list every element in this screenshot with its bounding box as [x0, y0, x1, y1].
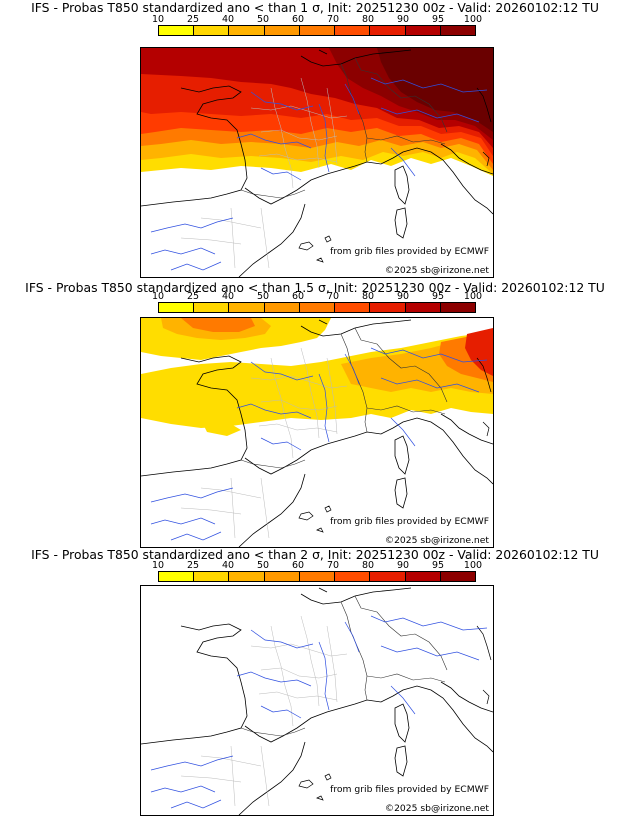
colorbar-label: 10 — [151, 560, 165, 571]
map-graphic — [141, 587, 493, 815]
data-source-credit: from grib files provided by ECMWF — [330, 784, 489, 795]
colorbar-label: 25 — [186, 14, 200, 25]
colorbar-segment — [370, 26, 406, 35]
colorbar-label: 100 — [463, 291, 483, 302]
colorbar-label: 80 — [361, 14, 375, 25]
colorbar-label: 40 — [221, 291, 235, 302]
colorbar-segment — [229, 572, 265, 581]
map-panel-1: IFS - Probas T850 standardized ano < tha… — [0, 0, 630, 278]
colorbar-label: 50 — [256, 560, 270, 571]
colorbar-segment — [335, 26, 371, 35]
colorbar-segment — [440, 303, 475, 312]
map-graphic — [141, 318, 493, 547]
colorbar-label: 95 — [431, 14, 445, 25]
colorbar-segment — [370, 572, 406, 581]
colorbar-label: 40 — [221, 560, 235, 571]
colorbar — [158, 25, 476, 36]
colorbar-label: 25 — [186, 291, 200, 302]
copyright-credit: ©2025 sb@irizone.net — [384, 803, 489, 814]
colorbar-label: 80 — [361, 560, 375, 571]
colorbar-label: 50 — [256, 14, 270, 25]
panel-title: IFS - Probas T850 standardized ano < tha… — [25, 280, 605, 295]
colorbar-label: 70 — [326, 560, 340, 571]
colorbar-label: 60 — [291, 560, 305, 571]
colorbar-labels: 10 25 40 50 60 70 80 90 95 100 — [140, 291, 483, 302]
probability-map: from grib files provided by ECMWF ©2025 … — [140, 317, 494, 548]
colorbar-label: 25 — [186, 560, 200, 571]
colorbar-label: 60 — [291, 291, 305, 302]
probability-map: from grib files provided by ECMWF ©2025 … — [140, 47, 494, 278]
colorbar-label: 40 — [221, 14, 235, 25]
copyright-credit: ©2025 sb@irizone.net — [384, 265, 489, 276]
colorbar-label: 60 — [291, 14, 305, 25]
colorbar-label: 95 — [431, 291, 445, 302]
copyright-credit: ©2025 sb@irizone.net — [384, 535, 489, 546]
colorbar-segment — [299, 26, 336, 35]
colorbar-segment — [335, 303, 371, 312]
colorbar — [158, 302, 476, 313]
colorbar-segment — [299, 572, 336, 581]
colorbar-segment — [229, 26, 265, 35]
colorbar-segment — [264, 572, 300, 581]
colorbar-segment — [194, 572, 230, 581]
colorbar-segment — [159, 303, 195, 312]
colorbar-segment — [370, 303, 406, 312]
colorbar-label: 10 — [151, 291, 165, 302]
colorbar-segment — [159, 572, 195, 581]
colorbar-label: 70 — [326, 291, 340, 302]
colorbar — [158, 571, 476, 582]
colorbar-labels: 10 25 40 50 60 70 80 90 95 100 — [140, 14, 483, 25]
map-graphic — [141, 48, 493, 277]
colorbar-label: 100 — [463, 14, 483, 25]
colorbar-segment — [405, 303, 441, 312]
colorbar-label: 100 — [463, 560, 483, 571]
colorbar-segment — [405, 572, 441, 581]
colorbar-labels: 10 25 40 50 60 70 80 90 95 100 — [140, 560, 483, 571]
data-source-credit: from grib files provided by ECMWF — [330, 516, 489, 527]
colorbar-label: 90 — [396, 14, 410, 25]
map-panel-3: IFS - Probas T850 standardized ano < tha… — [0, 540, 630, 828]
colorbar-segment — [264, 303, 300, 312]
data-source-credit: from grib files provided by ECMWF — [330, 246, 489, 257]
colorbar-label: 10 — [151, 14, 165, 25]
colorbar-segment — [159, 26, 195, 35]
colorbar-segment — [194, 26, 230, 35]
colorbar-label: 95 — [431, 560, 445, 571]
panel-title: IFS - Probas T850 standardized ano < tha… — [31, 0, 599, 15]
colorbar-label: 90 — [396, 560, 410, 571]
map-panel-2: IFS - Probas T850 standardized ano < tha… — [0, 270, 630, 548]
colorbar-segment — [264, 26, 300, 35]
colorbar-segment — [194, 303, 230, 312]
colorbar-label: 50 — [256, 291, 270, 302]
colorbar-label: 70 — [326, 14, 340, 25]
colorbar-segment — [229, 303, 265, 312]
colorbar-segment — [335, 572, 371, 581]
colorbar-segment — [405, 26, 441, 35]
probability-map: from grib files provided by ECMWF ©2025 … — [140, 585, 494, 816]
colorbar-label: 80 — [361, 291, 375, 302]
colorbar-segment — [440, 26, 475, 35]
panel-title: IFS - Probas T850 standardized ano < tha… — [31, 547, 599, 562]
colorbar-segment — [440, 572, 475, 581]
colorbar-label: 90 — [396, 291, 410, 302]
colorbar-segment — [299, 303, 336, 312]
